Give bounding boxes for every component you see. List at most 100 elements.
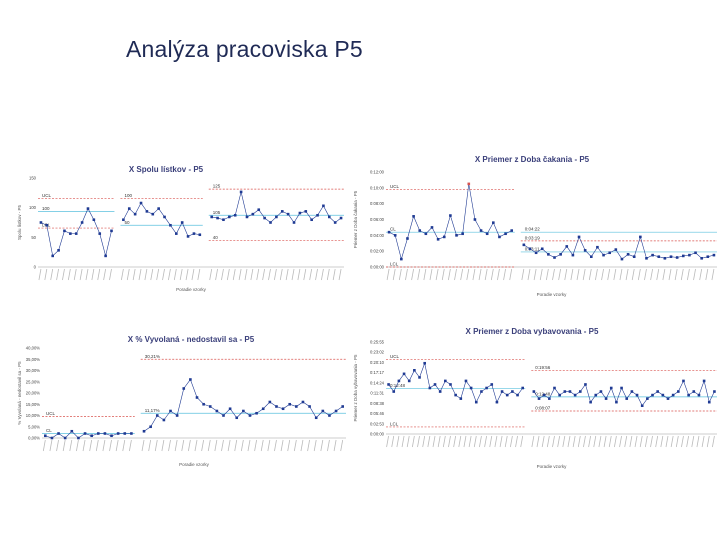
y-tick-label: 0,00% [28, 436, 40, 441]
x-tick-mark [595, 268, 598, 281]
series-line [523, 235, 715, 260]
x-tick-mark [321, 268, 324, 281]
data-point [387, 383, 390, 386]
x-tick-mark [509, 268, 513, 281]
x-tick-mark [417, 435, 420, 448]
y-tick-label: 100 [29, 205, 37, 210]
x-tick-mark [593, 435, 597, 448]
data-point [688, 253, 691, 257]
x-tick-mark [411, 268, 414, 281]
data-point [316, 213, 319, 217]
x-tick-mark [132, 268, 136, 281]
data-point [163, 215, 166, 219]
data-point [657, 255, 661, 259]
x-tick-mark [173, 268, 177, 281]
x-tick-mark [614, 435, 617, 448]
x-tick-mark [187, 439, 191, 452]
x-tick-mark [62, 268, 65, 281]
x-tick-mark [238, 268, 242, 281]
x-tick-mark [515, 435, 518, 448]
x-tick-mark [603, 435, 607, 448]
x-tick-mark [411, 435, 415, 448]
data-point [424, 232, 428, 236]
y-axis-label: % Vyvolaná - nedostavil sa - P5 [17, 361, 22, 425]
y-tick-label: 0:00:00 [370, 432, 385, 437]
chart-title: X Spolu lístkov - P5 [129, 165, 204, 174]
x-tick-mark [576, 268, 580, 281]
x-tick-mark [644, 435, 648, 448]
x-tick-mark [533, 268, 537, 281]
x-tick-mark [422, 435, 426, 448]
x-tick-mark [545, 268, 549, 281]
data-point [626, 253, 630, 256]
x-tick-mark [141, 439, 145, 452]
data-point [565, 245, 569, 248]
x-tick-mark [79, 268, 83, 281]
control-limit-label: 0:03:19 [525, 235, 541, 240]
data-point [198, 233, 202, 237]
x-tick-mark [466, 268, 470, 281]
y-tick-label: 0:02:53 [370, 421, 385, 426]
x-tick-mark [209, 268, 213, 281]
y-tick-label: 20,00% [26, 391, 40, 396]
data-point [186, 235, 190, 238]
data-point [436, 237, 440, 241]
x-tick-mark [601, 268, 604, 281]
data-point [169, 223, 172, 227]
x-tick-mark [215, 268, 218, 281]
y-tick-label: 25,00% [26, 379, 40, 384]
data-point [245, 215, 249, 219]
data-point [687, 393, 690, 397]
data-point [578, 390, 582, 393]
control-limit-label: 100 [42, 206, 50, 211]
data-point [269, 221, 272, 224]
data-point [651, 393, 654, 397]
x-tick-mark [417, 268, 421, 281]
x-tick-mark [655, 435, 659, 448]
series-line [40, 207, 112, 257]
x-tick-mark [85, 268, 89, 281]
x-tick-mark [293, 439, 297, 452]
x-tick-mark [489, 435, 493, 448]
x-tick-mark [531, 435, 535, 448]
data-point [110, 434, 113, 438]
data-point [413, 369, 416, 372]
x-tick-mark [320, 439, 324, 452]
x-tick-mark [520, 435, 524, 448]
x-tick-mark [437, 435, 441, 448]
data-point [568, 390, 572, 393]
data-point [558, 393, 561, 397]
x-tick-mark [693, 268, 696, 281]
x-tick-mark [97, 268, 101, 281]
x-tick-mark [598, 435, 602, 448]
x-tick-mark [686, 435, 690, 448]
data-point [490, 383, 494, 386]
x-tick-mark [572, 435, 576, 448]
x-tick-mark [56, 268, 59, 281]
x-tick-mark [338, 268, 342, 281]
control-limit-label: 0:08:07 [535, 406, 551, 411]
control-limit-label: LCL [390, 421, 399, 426]
data-point [571, 253, 575, 257]
data-point [651, 253, 654, 257]
y-tick-label: 0:20:10 [370, 360, 385, 365]
data-point [339, 216, 343, 220]
x-tick-mark [254, 439, 257, 452]
data-point [620, 386, 623, 390]
data-point [594, 393, 598, 397]
data-point [700, 256, 703, 260]
control-limit-label: LCL [390, 262, 399, 267]
x-tick-mark [181, 439, 185, 452]
y-axis-label: Priemer z Doba vybavovania - P5 [353, 354, 358, 422]
data-point [45, 223, 49, 227]
control-limit-label: UCL [390, 354, 399, 359]
data-point [418, 376, 421, 379]
x-tick-mark [639, 435, 643, 448]
x-tick-mark [691, 435, 695, 448]
x-tick-mark [527, 268, 531, 281]
x-tick-mark [577, 435, 581, 448]
x-tick-mark [262, 268, 266, 281]
data-point [304, 210, 308, 213]
data-point [677, 390, 680, 393]
x-tick-mark [50, 268, 54, 281]
